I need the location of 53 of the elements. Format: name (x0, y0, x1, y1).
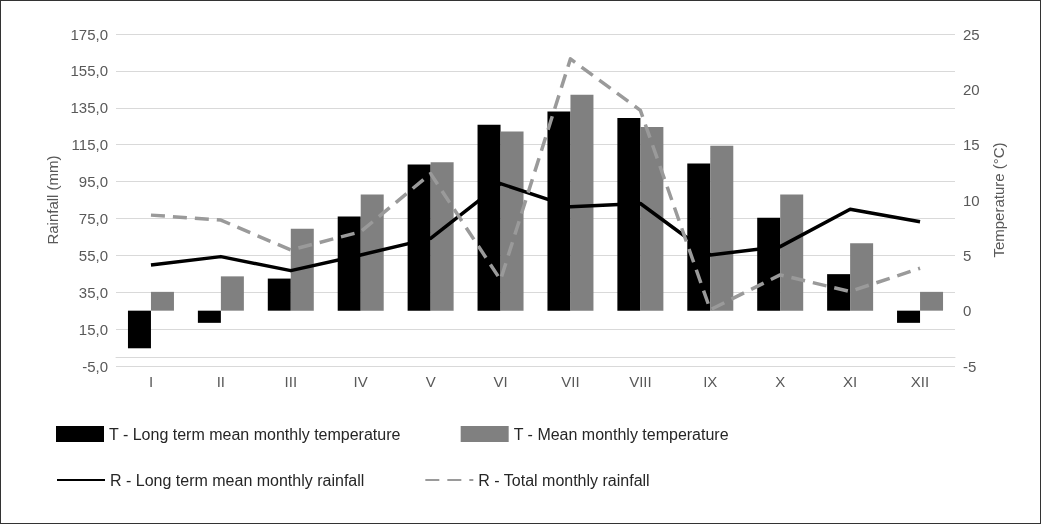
x-tick-label: VIII (629, 373, 652, 390)
bar (290, 228, 314, 311)
bar (920, 291, 944, 311)
y-tick-label: 175,0 (70, 25, 108, 43)
bar (897, 310, 921, 323)
y-tick-label: 135,0 (70, 99, 108, 117)
y-tick-label: -5,0 (82, 357, 108, 375)
x-tick-label: IX (703, 373, 718, 390)
bar (780, 194, 804, 311)
y-tick-label: 55,0 (78, 246, 108, 264)
y2-axis-title: Temperature (°C) (990, 142, 1007, 258)
x-tick-label: XII (910, 373, 930, 390)
x-tick-label: VII (561, 373, 580, 390)
legend-label: T - Mean monthly temperature (513, 425, 729, 443)
y2-tick-label: 15 (963, 136, 980, 154)
bar (150, 291, 174, 311)
bar (360, 194, 384, 311)
y-tick-label: 15,0 (78, 320, 108, 338)
x-tick-label: III (284, 373, 298, 390)
y2-tick-label: 25 (963, 25, 980, 43)
y2-tick-label: 5 (963, 246, 972, 264)
bar (127, 310, 151, 349)
y-axis-title: Rainfall (mm) (43, 155, 61, 245)
x-tick-label: II (216, 373, 226, 390)
legend-label: R - Total monthly rainfall (478, 471, 650, 489)
x-tick-label: IV (353, 373, 368, 390)
y-tick-label: 155,0 (70, 62, 108, 80)
bar (710, 145, 734, 311)
legend-label: T - Long term mean monthly temperature (109, 425, 401, 443)
y-tick-label: 95,0 (78, 173, 108, 191)
bar (500, 131, 524, 311)
y-tick-label: 75,0 (78, 209, 108, 227)
bar (827, 274, 851, 311)
legend-label: R - Long term mean monthly rainfall (110, 471, 365, 489)
bar (570, 94, 594, 311)
bar (430, 162, 454, 311)
bar (267, 278, 291, 311)
x-tick-label: VI (493, 373, 508, 390)
line-series (149, 57, 922, 312)
x-tick-label: XI (843, 373, 858, 390)
y2-tick-label: 10 (963, 191, 980, 209)
y2-tick-label: 20 (963, 80, 980, 98)
bar (640, 126, 664, 311)
x-tick-label: I (148, 373, 154, 390)
y-tick-label: 115,0 (71, 136, 108, 154)
x-tick-label: V (425, 373, 436, 390)
y2-tick-label: -5 (963, 357, 977, 375)
y2-tick-label: 0 (963, 302, 972, 320)
x-tick-label: X (775, 373, 786, 390)
bar (850, 243, 874, 311)
bar (197, 310, 221, 323)
y-tick-label: 35,0 (78, 283, 108, 301)
bar (220, 276, 244, 311)
